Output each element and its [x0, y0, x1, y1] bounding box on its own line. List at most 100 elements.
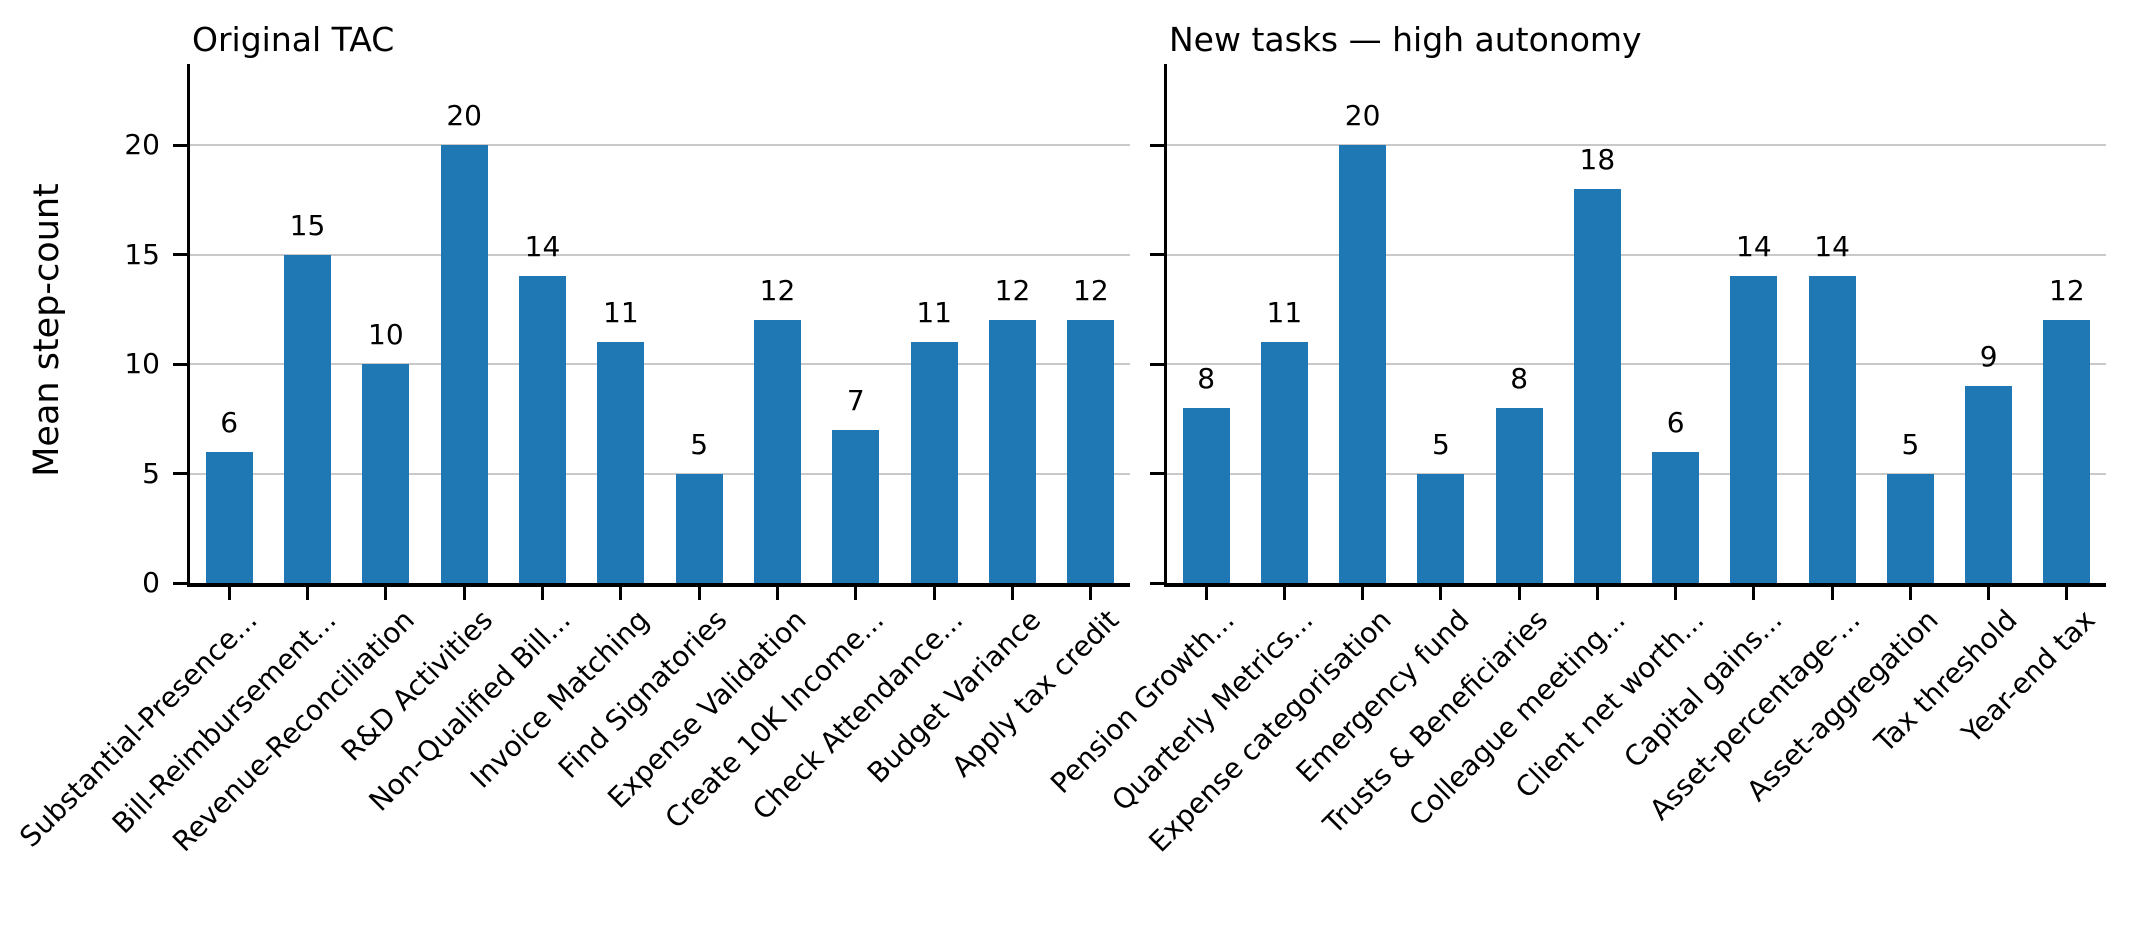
- bar: [1182, 407, 1230, 583]
- bar: [675, 473, 723, 583]
- bar-value-label: 5: [1901, 427, 1920, 461]
- gridline: [190, 363, 1130, 365]
- bar: [1808, 276, 1856, 583]
- x-tick: [1987, 586, 1991, 600]
- x-tick: [227, 586, 231, 600]
- bar: [1886, 473, 1934, 583]
- y-tick-label: 5: [142, 456, 160, 490]
- x-tick: [854, 586, 858, 600]
- x-tick: [2065, 586, 2069, 600]
- y-tick-label: 15: [124, 237, 160, 271]
- gridline: [190, 253, 1130, 256]
- bar: [989, 320, 1036, 583]
- bar-value-label: 5: [690, 427, 709, 461]
- bar: [362, 364, 410, 583]
- x-tick: [1011, 586, 1014, 600]
- bar-value-label: 11: [1266, 296, 1303, 330]
- x-tick: [541, 586, 544, 600]
- bar-value-label: 6: [220, 405, 239, 439]
- x-tick: [1517, 586, 1521, 600]
- x-tick: [1752, 586, 1756, 600]
- bar: [2043, 320, 2091, 583]
- bar-value-label: 9: [1979, 339, 1998, 373]
- x-axis-spine: [1164, 583, 2106, 587]
- bar-value-label: 7: [846, 383, 865, 417]
- panel-title: New tasks — high autonomy: [1169, 20, 1642, 59]
- bar: [1730, 276, 1778, 583]
- bar-value-label: 14: [1814, 230, 1850, 264]
- y-tick: [173, 253, 187, 256]
- x-tick: [1282, 586, 1286, 600]
- bar: [1573, 188, 1621, 583]
- bar-value-label: 11: [603, 296, 639, 330]
- y-axis-label: Mean step-count: [27, 183, 67, 477]
- bar: [205, 451, 253, 583]
- y-tick: [1150, 253, 1164, 256]
- x-tick: [619, 586, 623, 600]
- x-tick: [776, 586, 779, 600]
- x-tick: [1830, 586, 1834, 600]
- y-axis-spine: [187, 64, 190, 587]
- y-axis-spine: [1164, 64, 1167, 587]
- panel-title: Original TAC: [192, 20, 395, 59]
- x-tick: [1674, 586, 1678, 600]
- bar: [1260, 342, 1308, 583]
- bar: [1965, 385, 2013, 583]
- y-tick: [173, 362, 187, 366]
- bar-value-label: 5: [1431, 427, 1450, 461]
- x-tick: [1908, 586, 1912, 600]
- bar: [1417, 473, 1465, 583]
- bar-value-label: 6: [1666, 405, 1685, 439]
- bar-value-label: 12: [994, 274, 1031, 308]
- y-tick-label: 20: [124, 128, 160, 161]
- x-tick: [697, 586, 701, 600]
- y-tick: [1150, 581, 1164, 585]
- bar: [440, 145, 488, 583]
- gridline: [190, 144, 1130, 146]
- bar: [1495, 407, 1543, 583]
- bar-value-label: 12: [1073, 274, 1109, 308]
- gridline: [1167, 363, 2106, 365]
- bar-value-label: 20: [446, 99, 482, 132]
- bar: [910, 342, 958, 583]
- y-tick-label: 10: [124, 347, 160, 380]
- gridline: [1167, 253, 2106, 256]
- bar: [284, 254, 331, 583]
- x-tick: [1595, 586, 1599, 600]
- y-tick: [1150, 472, 1164, 475]
- bar: [1067, 320, 1115, 583]
- y-tick: [1150, 362, 1164, 366]
- bar: [519, 276, 566, 583]
- bar-value-label: 12: [759, 274, 796, 308]
- bar-value-label: 15: [289, 208, 326, 242]
- x-tick: [384, 586, 388, 600]
- bar-value-label: 14: [524, 230, 561, 264]
- bar-value-label: 8: [1510, 361, 1529, 395]
- bar-value-label: 14: [1736, 230, 1772, 264]
- bar: [754, 320, 801, 583]
- bar: [1652, 451, 1700, 583]
- bar-value-label: 10: [368, 318, 404, 351]
- x-tick: [1439, 586, 1443, 600]
- bar: [1339, 145, 1387, 583]
- bar-value-label: 20: [1344, 99, 1381, 132]
- y-tick-label: 0: [142, 566, 160, 599]
- bar-value-label: 8: [1197, 361, 1216, 395]
- bar: [832, 429, 880, 583]
- x-tick: [462, 586, 466, 600]
- y-tick: [173, 472, 187, 475]
- gridline: [1167, 472, 2106, 475]
- bar-value-label: 11: [916, 296, 952, 330]
- y-tick: [1150, 143, 1164, 147]
- x-tick: [306, 586, 309, 600]
- x-tick: [1361, 586, 1365, 600]
- x-tick: [932, 586, 936, 600]
- y-tick: [173, 143, 187, 147]
- bar-value-label: 18: [1579, 142, 1616, 176]
- y-tick: [173, 581, 187, 585]
- x-axis-spine: [187, 583, 1130, 587]
- gridline: [1167, 144, 2106, 146]
- bar: [597, 342, 645, 583]
- x-tick: [1204, 586, 1208, 600]
